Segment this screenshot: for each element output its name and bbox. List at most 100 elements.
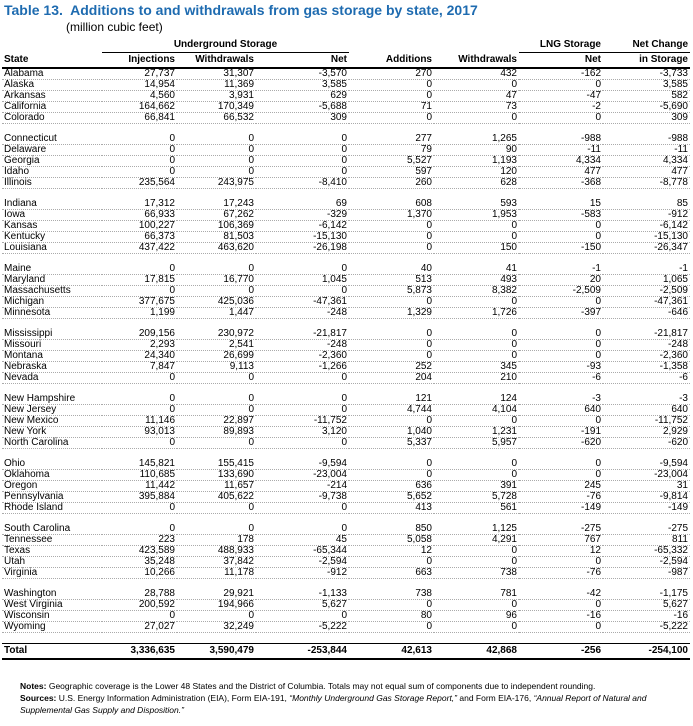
value-cell: -248 <box>603 339 690 351</box>
value-cell: 488,933 <box>177 545 256 557</box>
value-cell: 67,262 <box>177 209 256 221</box>
value-cell: 0 <box>349 599 434 611</box>
state-cell: Idaho <box>2 166 102 178</box>
value-cell: 0 <box>177 502 256 514</box>
value-cell: 0 <box>434 329 519 340</box>
value-cell: 425,036 <box>177 296 256 308</box>
value-cell: -21,817 <box>256 329 349 340</box>
value-cell: 5,627 <box>256 599 349 611</box>
value-cell: 0 <box>177 166 256 178</box>
value-cell: 106,369 <box>177 220 256 232</box>
table-row: Michigan 377,675 425,036 -47,361 0 0 0 -47,361 <box>2 296 690 308</box>
value-cell: 1,370 <box>349 209 434 221</box>
value-cell: -23,004 <box>256 469 349 481</box>
state-cell: Indiana <box>2 199 102 210</box>
value-cell: 0 <box>349 350 434 362</box>
value-cell: 120 <box>434 166 519 178</box>
value-cell: 79 <box>349 144 434 156</box>
notes: Notes: Geographic coverage is the Lower … <box>20 680 685 716</box>
value-cell: 0 <box>519 220 603 232</box>
value-cell: 0 <box>102 264 177 275</box>
state-cell: Massachusetts <box>2 285 102 297</box>
state-cell: Nebraska <box>2 361 102 373</box>
state-cell: Maine <box>2 264 102 275</box>
group-header: Underground Storage <box>102 38 349 53</box>
value-cell: 0 <box>349 329 434 340</box>
table-row: Pennsylvania 395,884 405,622 -9,738 5,652 5,7… <box>2 491 690 503</box>
value-cell: -2 <box>519 101 603 113</box>
value-cell: 124 <box>434 394 519 405</box>
value-cell: 608 <box>349 199 434 210</box>
value-cell: 0 <box>519 339 603 351</box>
table-row: Nebraska 7,847 9,113 -1,266 252 345 -93 -1,358 <box>2 361 690 373</box>
value-cell: 0 <box>349 469 434 481</box>
value-cell: 16,770 <box>177 274 256 286</box>
value-cell: 17,815 <box>102 274 177 286</box>
value-cell: 8,382 <box>434 285 519 297</box>
value-cell: -1 <box>603 264 690 275</box>
value-cell: -11,752 <box>256 415 349 427</box>
value-cell: 81,503 <box>177 231 256 243</box>
value-cell: -988 <box>603 134 690 145</box>
value-cell: 100,227 <box>102 220 177 232</box>
value-cell: 4,744 <box>349 404 434 416</box>
value-cell: -214 <box>256 480 349 492</box>
value-cell: 5,527 <box>349 155 434 167</box>
table-row: Texas 423,589 488,933 -65,344 12 0 12 -65,332 <box>2 545 690 557</box>
value-cell: -11 <box>603 144 690 156</box>
value-cell: 0 <box>434 231 519 243</box>
value-cell: 5,873 <box>349 285 434 297</box>
value-cell: -912 <box>603 209 690 221</box>
value-cell: -987 <box>603 567 690 579</box>
value-cell: 0 <box>256 404 349 416</box>
value-cell: 1,231 <box>434 426 519 438</box>
value-cell: 1,953 <box>434 209 519 221</box>
value-cell: 10,266 <box>102 567 177 579</box>
value-cell: 0 <box>434 556 519 568</box>
value-cell: 4,334 <box>603 155 690 167</box>
value-cell: 155,415 <box>177 459 256 470</box>
value-cell: 11,369 <box>177 79 256 91</box>
value-cell: 738 <box>434 567 519 579</box>
value-cell: 0 <box>256 502 349 514</box>
value-cell: 0 <box>177 394 256 405</box>
table-row: Colorado 66,841 66,532 309 0 0 0 309 <box>2 112 690 124</box>
state-cell: Nevada <box>2 372 102 384</box>
state-cell: Iowa <box>2 209 102 221</box>
value-cell: 133,690 <box>177 469 256 481</box>
state-cell: Kentucky <box>2 231 102 243</box>
value-cell: 0 <box>102 372 177 384</box>
value-cell: 0 <box>519 621 603 633</box>
value-cell: 628 <box>434 177 519 189</box>
table-row: Virginia 10,266 11,178 -912 663 738 -76 -987 <box>2 567 690 579</box>
value-cell: 767 <box>519 534 603 546</box>
state-cell: Rhode Island <box>2 502 102 514</box>
value-cell: 850 <box>349 524 434 535</box>
value-cell: -15,130 <box>603 231 690 243</box>
value-cell: 270 <box>349 68 434 80</box>
value-cell: 0 <box>256 394 349 405</box>
table-row: Tennessee 223 178 45 5,058 4,291 767 811 <box>2 534 690 546</box>
state-cell: North Carolina <box>2 437 102 449</box>
table-row: New York 93,013 89,893 3,120 1,040 1,231 -191 2… <box>2 426 690 438</box>
value-cell: 0 <box>349 459 434 470</box>
value-cell: 27,027 <box>102 621 177 633</box>
value-cell: 121 <box>349 394 434 405</box>
value-cell: -21,817 <box>603 329 690 340</box>
state-cell: Louisiana <box>2 242 102 254</box>
value-cell: 96 <box>434 610 519 622</box>
value-cell: -150 <box>519 242 603 254</box>
value-cell: 47 <box>434 90 519 102</box>
state-cell: Utah <box>2 556 102 568</box>
value-cell: 277 <box>349 134 434 145</box>
value-cell: -368 <box>519 177 603 189</box>
state-cell: Total <box>2 643 102 660</box>
value-cell: 4,560 <box>102 90 177 102</box>
value-cell: 1,125 <box>434 524 519 535</box>
table-row: New Jersey 0 0 0 4,744 4,104 640 640 <box>2 404 690 416</box>
value-cell: 0 <box>256 610 349 622</box>
value-cell: 0 <box>102 134 177 145</box>
value-cell: 145,821 <box>102 459 177 470</box>
value-cell: -149 <box>603 502 690 514</box>
value-cell: 309 <box>603 112 690 124</box>
